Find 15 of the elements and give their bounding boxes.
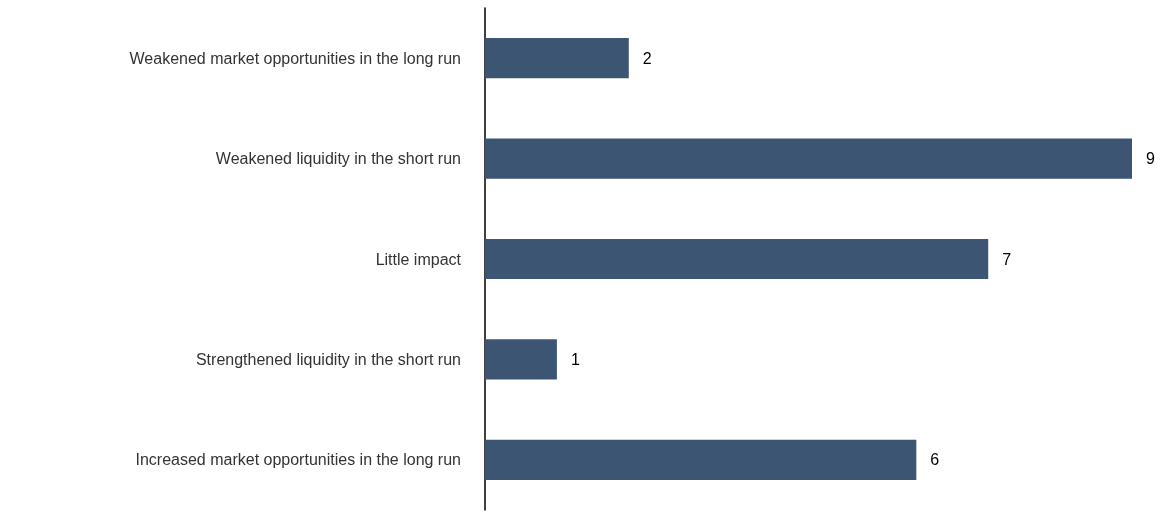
y-tick-label: Increased market opportunities in the long run [135, 451, 461, 469]
data-label: 7 [1002, 250, 1012, 268]
bar [485, 439, 917, 480]
bar [485, 138, 1132, 179]
y-tick-label: Weakened liquidity in the short run [215, 150, 461, 168]
bar [485, 238, 989, 280]
data-label: 6 [930, 451, 940, 469]
y-tick-label: Little impact [375, 250, 462, 268]
y-tick-label: Strengthened liquidity in the short run [195, 350, 461, 368]
bar [485, 38, 629, 79]
data-label: 1 [570, 350, 580, 368]
bar [485, 339, 557, 380]
data-label: 2 [642, 49, 652, 67]
data-label: 9 [1146, 150, 1155, 168]
y-tick-label: Weakened market opportunities in the long run [129, 49, 461, 67]
